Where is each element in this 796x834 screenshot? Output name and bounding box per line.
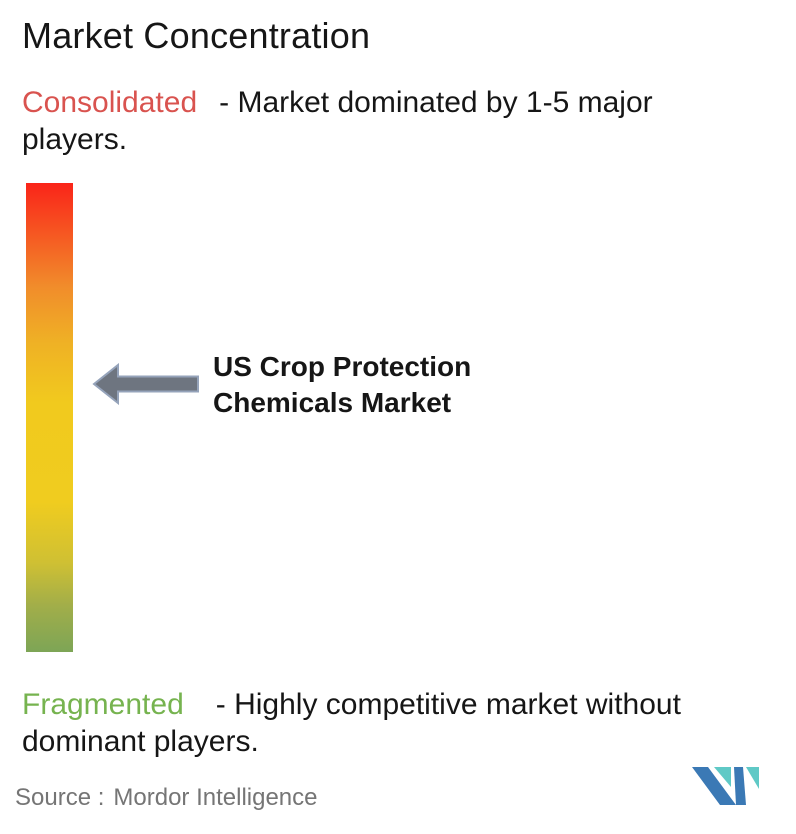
consolidated-text: - Market dominated by 1-5 major players. [22, 86, 653, 156]
market-name-label: US Crop Protection Chemicals Market [213, 351, 472, 418]
mordor-intelligence-logo-icon [692, 767, 759, 805]
source-label: Source : [15, 784, 105, 811]
fragmented-text: - Highly competitive market without domi… [22, 688, 681, 758]
left-arrow-icon [92, 363, 199, 405]
source-value: Mordor Intelligence [113, 784, 318, 811]
consolidated-label: Consolidated [22, 86, 198, 119]
page-title: Market Concentration [22, 15, 371, 56]
fragmented-description: Fragmented - Highly competitive market wi… [22, 686, 681, 760]
concentration-scale-bar [26, 183, 73, 652]
consolidated-description: Consolidated - Market dominated by 1-5 ma… [22, 84, 653, 158]
fragmented-label: Fragmented [22, 688, 184, 721]
source-attribution: Source : Mordor Intelligence [15, 784, 318, 812]
